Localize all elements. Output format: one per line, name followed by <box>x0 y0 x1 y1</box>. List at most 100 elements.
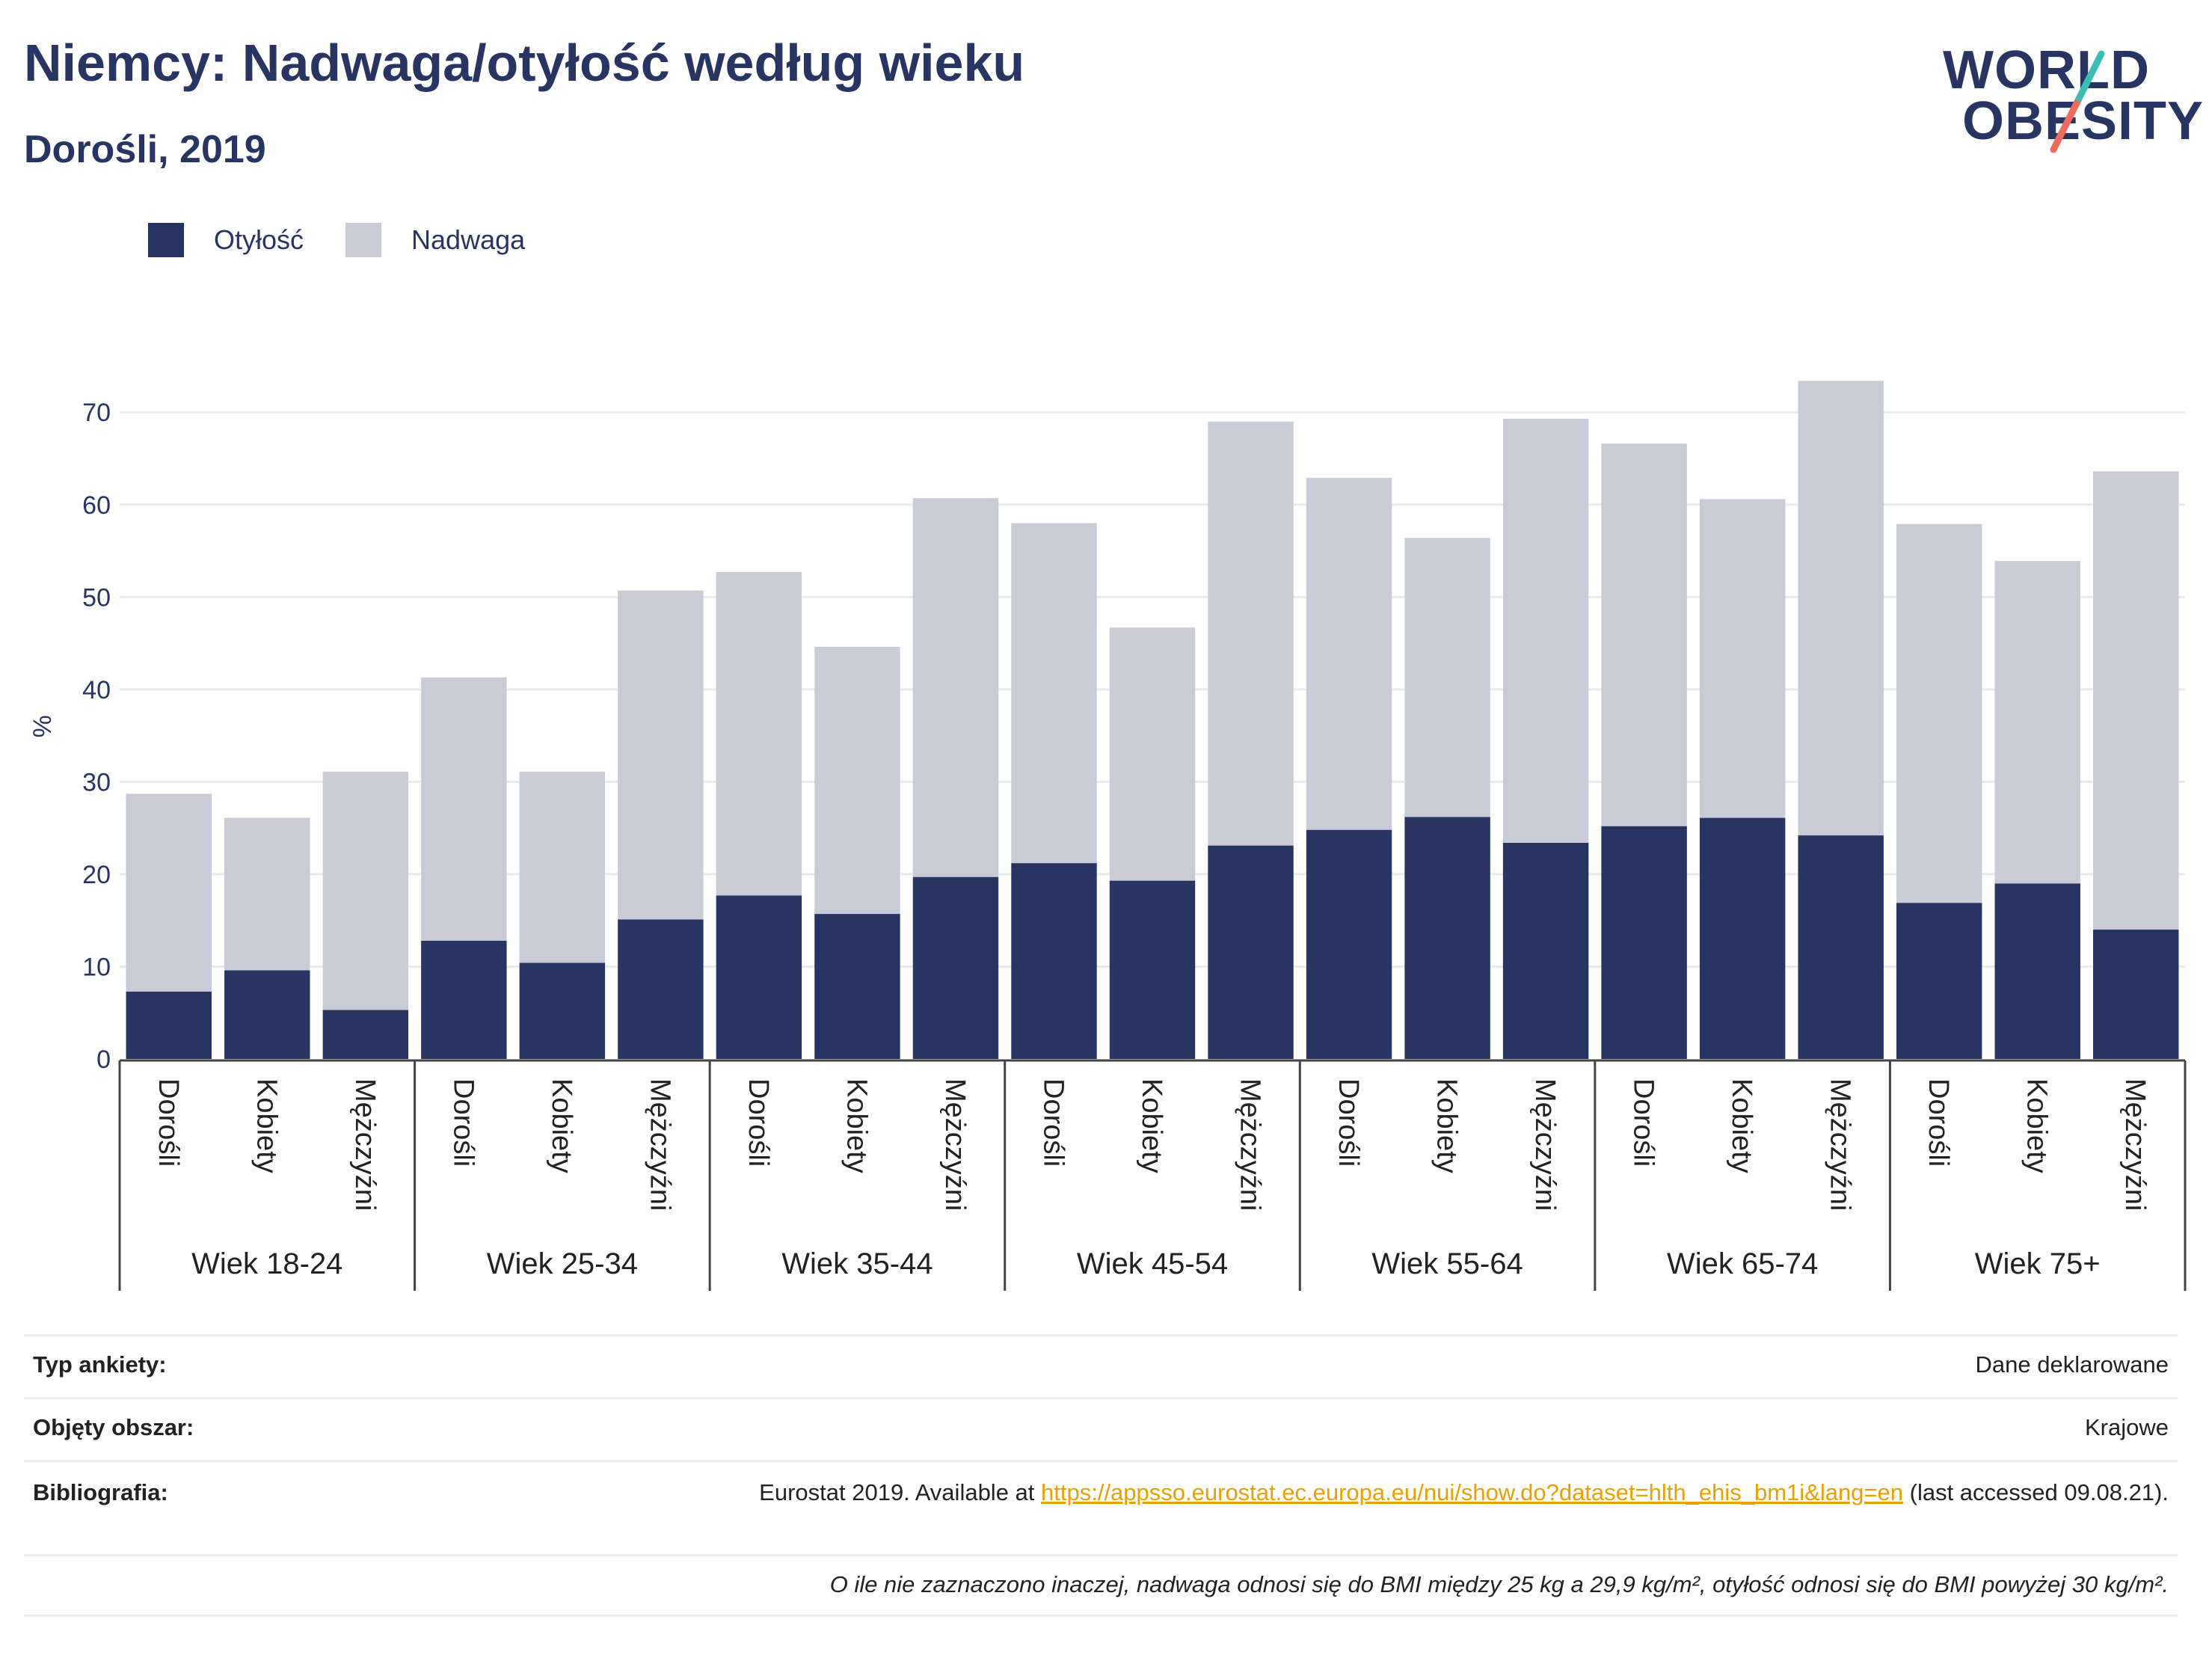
bar-obesity <box>224 970 310 1059</box>
category-label: Kobiety <box>841 1078 872 1173</box>
bar-overweight <box>1306 477 1392 830</box>
bar-overweight <box>618 590 704 920</box>
group-label: Wiek 25-34 <box>487 1247 638 1280</box>
category-label: Dorośli <box>743 1078 774 1167</box>
y-tick-label: 10 <box>82 953 111 981</box>
bar-overweight <box>1896 523 1982 903</box>
group-label: Wiek 55-64 <box>1371 1247 1523 1280</box>
bar-overweight <box>1601 443 1687 826</box>
group-label: Wiek 65-74 <box>1667 1247 1818 1280</box>
chart-title: Niemcy: Nadwaga/otyłość według wieku <box>24 34 1025 92</box>
y-tick-label: 50 <box>82 583 111 612</box>
bibliography-prefix: Eurostat 2019. Available at <box>759 1479 1042 1505</box>
legend-label-overweight: Nadwaga <box>411 224 526 255</box>
bar-obesity <box>1502 842 1589 1059</box>
info-value-bibliography: Eurostat 2019. Available at https://apps… <box>759 1477 2169 1554</box>
category-label: Kobiety <box>1136 1078 1167 1173</box>
bibliography-suffix: (last accessed 09.08.21). <box>1903 1479 2169 1505</box>
bar-overweight <box>224 817 310 971</box>
bar-obesity <box>1208 845 1294 1059</box>
category-label: Dorośli <box>153 1078 184 1167</box>
bar-overweight <box>519 771 606 963</box>
bar-obesity <box>1011 863 1097 1059</box>
y-tick-label: 0 <box>96 1045 111 1074</box>
category-label: Kobiety <box>2021 1078 2053 1173</box>
category-label: Mężczyźni <box>1235 1078 1266 1211</box>
bar-obesity <box>1601 826 1687 1059</box>
bar-obesity <box>1896 903 1982 1059</box>
category-label: Dorośli <box>1333 1078 1364 1167</box>
bar-obesity <box>126 991 212 1059</box>
bar-overweight <box>716 571 802 896</box>
bar-overweight <box>322 771 409 1010</box>
category-label: Dorośli <box>1037 1078 1069 1167</box>
info-value-coverage: Krajowe <box>2085 1414 2169 1440</box>
bar-overweight <box>1011 523 1097 864</box>
group-label: Wiek 75+ <box>1975 1247 2101 1280</box>
category-label: Kobiety <box>251 1078 282 1173</box>
group-label: Wiek 35-44 <box>781 1247 933 1280</box>
category-label: Kobiety <box>1726 1078 1757 1173</box>
category-label: Mężczyźni <box>2119 1078 2151 1211</box>
bar-obesity <box>1109 880 1196 1059</box>
y-tick-label: 40 <box>82 676 111 704</box>
legend-label-obesity: Otyłość <box>214 224 304 255</box>
bar-obesity <box>1699 817 1786 1059</box>
bar-overweight <box>421 677 507 941</box>
y-tick-label: 20 <box>82 861 111 889</box>
group-label: Wiek 18-24 <box>191 1247 342 1280</box>
info-row-bibliography: Bibliografia: Eurostat 2019. Available a… <box>24 1460 2178 1554</box>
bar-obesity <box>519 962 606 1059</box>
info-table: Typ ankiety: Dane deklarowane Objęty obs… <box>24 1334 2178 1617</box>
y-axis-label: % <box>28 715 57 737</box>
category-label: Dorośli <box>447 1078 479 1167</box>
y-tick-label: 30 <box>82 768 111 796</box>
bar-overweight <box>2093 471 2179 930</box>
category-label: Dorośli <box>1923 1078 1954 1167</box>
definition-note: O ile nie zaznaczono inaczej, nadwaga od… <box>829 1571 2169 1597</box>
bar-obesity <box>2093 930 2179 1059</box>
info-key-coverage: Objęty obszar: <box>33 1414 194 1440</box>
bar-obesity <box>1306 829 1392 1059</box>
legend: Otyłość Nadwaga <box>148 223 567 257</box>
info-row-coverage: Objęty obszar: Krajowe <box>24 1397 2178 1460</box>
bar-overweight <box>1109 627 1196 881</box>
info-value-survey-type: Dane deklarowane <box>1975 1351 2169 1378</box>
bar-obesity <box>1404 817 1490 1059</box>
y-tick-label: 60 <box>82 491 111 520</box>
bar-overweight <box>1404 538 1490 817</box>
legend-swatch-obesity <box>148 223 184 257</box>
info-row-survey-type: Typ ankiety: Dane deklarowane <box>24 1334 2178 1397</box>
group-label: Wiek 45-54 <box>1077 1247 1228 1280</box>
bar-overweight <box>912 498 999 877</box>
info-key-survey-type: Typ ankiety: <box>33 1351 167 1378</box>
bar-obesity <box>322 1010 409 1059</box>
bar-overweight <box>1798 381 1884 836</box>
bar-obesity <box>814 914 900 1059</box>
bar-overweight <box>1699 499 1786 818</box>
legend-item-overweight: Nadwaga <box>345 223 525 257</box>
category-label: Mężczyźni <box>1825 1078 1856 1211</box>
bar-overweight <box>814 647 900 915</box>
bar-overweight <box>1208 421 1294 846</box>
chart-subtitle: Dorośli, 2019 <box>24 128 266 171</box>
category-label: Mężczyźni <box>349 1078 381 1211</box>
bar-overweight <box>1994 561 2080 884</box>
logo-slash-icon <box>2050 50 2105 153</box>
bar-overweight <box>1502 418 1589 843</box>
bar-obesity <box>421 940 507 1059</box>
category-label: Mężczyźni <box>1529 1078 1561 1211</box>
logo-line1: WORLD <box>1943 40 2150 100</box>
y-tick-label: 70 <box>82 399 111 427</box>
legend-item-obesity: Otyłość <box>148 223 304 257</box>
bibliography-link[interactable]: https://appsso.eurostat.ec.europa.eu/nui… <box>1041 1479 1904 1505</box>
bar-obesity <box>716 895 802 1059</box>
category-label: Mężczyźni <box>939 1078 971 1211</box>
world-obesity-logo: WORLD OBESITY <box>1943 30 2203 157</box>
bar-obesity <box>618 919 704 1059</box>
info-key-bibliography: Bibliografia: <box>33 1479 168 1505</box>
category-label: Kobiety <box>546 1078 577 1173</box>
bar-obesity <box>1798 835 1884 1059</box>
category-label: Mężczyźni <box>644 1078 675 1211</box>
bar-obesity <box>1994 883 2080 1059</box>
